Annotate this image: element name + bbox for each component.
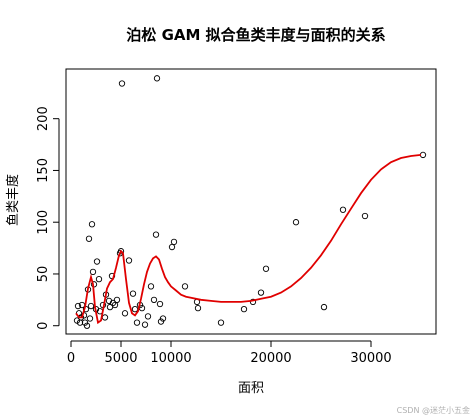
data-point (217, 319, 225, 326)
data-point (89, 268, 97, 276)
x-tick-label: 10000 (150, 351, 191, 366)
x-axis-label: 面积 (238, 381, 264, 396)
data-point (111, 301, 119, 309)
data-point (87, 302, 95, 310)
data-points (73, 75, 427, 329)
data-point (95, 275, 103, 283)
x-axis: 0 5000 10000 20000 30000 (67, 340, 392, 366)
data-point (159, 315, 167, 322)
data-point (74, 302, 82, 310)
watermark: CSDN @迷茫小五金 (397, 405, 470, 415)
data-point (156, 300, 164, 308)
x-tick-label: 20000 (250, 351, 291, 366)
gam-fit-line (75, 154, 422, 325)
data-point (83, 322, 91, 329)
data-point (257, 289, 265, 296)
data-point (125, 257, 133, 264)
data-point (419, 151, 427, 159)
data-point (109, 299, 117, 307)
data-point (170, 238, 178, 246)
data-point (194, 304, 202, 312)
data-point (121, 310, 129, 317)
y-axis: 0 50 100 150 200 (36, 106, 60, 330)
data-point (129, 290, 137, 297)
x-tick-label: 30000 (350, 351, 391, 366)
data-point (249, 298, 257, 306)
data-point (168, 243, 176, 251)
y-tick-label: 0 (36, 322, 51, 330)
data-point (144, 313, 152, 320)
data-point (361, 212, 369, 220)
chart-title: 泊松 GAM 拟合鱼类丰度与面积的关系 (126, 26, 385, 44)
data-point (150, 296, 158, 303)
data-point (152, 231, 160, 238)
data-point (131, 306, 139, 313)
data-point (262, 265, 270, 272)
x-tick-label: 5000 (104, 351, 137, 366)
data-point (339, 206, 347, 213)
data-point (292, 219, 300, 226)
plot-frame (65, 68, 437, 335)
data-point (153, 75, 161, 82)
data-point (86, 315, 94, 322)
data-point (147, 283, 155, 290)
x-tick-label: 0 (67, 351, 75, 366)
y-tick-label: 50 (36, 266, 51, 283)
y-tick-label: 150 (36, 158, 51, 183)
y-tick-label: 200 (36, 106, 51, 131)
data-point (101, 314, 109, 321)
data-point (133, 319, 141, 326)
data-point (85, 235, 93, 242)
y-tick-label: 100 (36, 210, 51, 235)
data-point (320, 303, 328, 311)
data-point (88, 221, 96, 228)
data-point (240, 306, 248, 313)
y-axis-label: 鱼类丰度 (5, 174, 21, 226)
data-point (157, 318, 165, 325)
data-point (93, 258, 101, 265)
data-point (118, 80, 126, 87)
data-point (181, 283, 189, 290)
data-point (113, 296, 121, 303)
data-point (81, 319, 89, 326)
data-point (117, 248, 125, 255)
data-point (141, 321, 149, 328)
